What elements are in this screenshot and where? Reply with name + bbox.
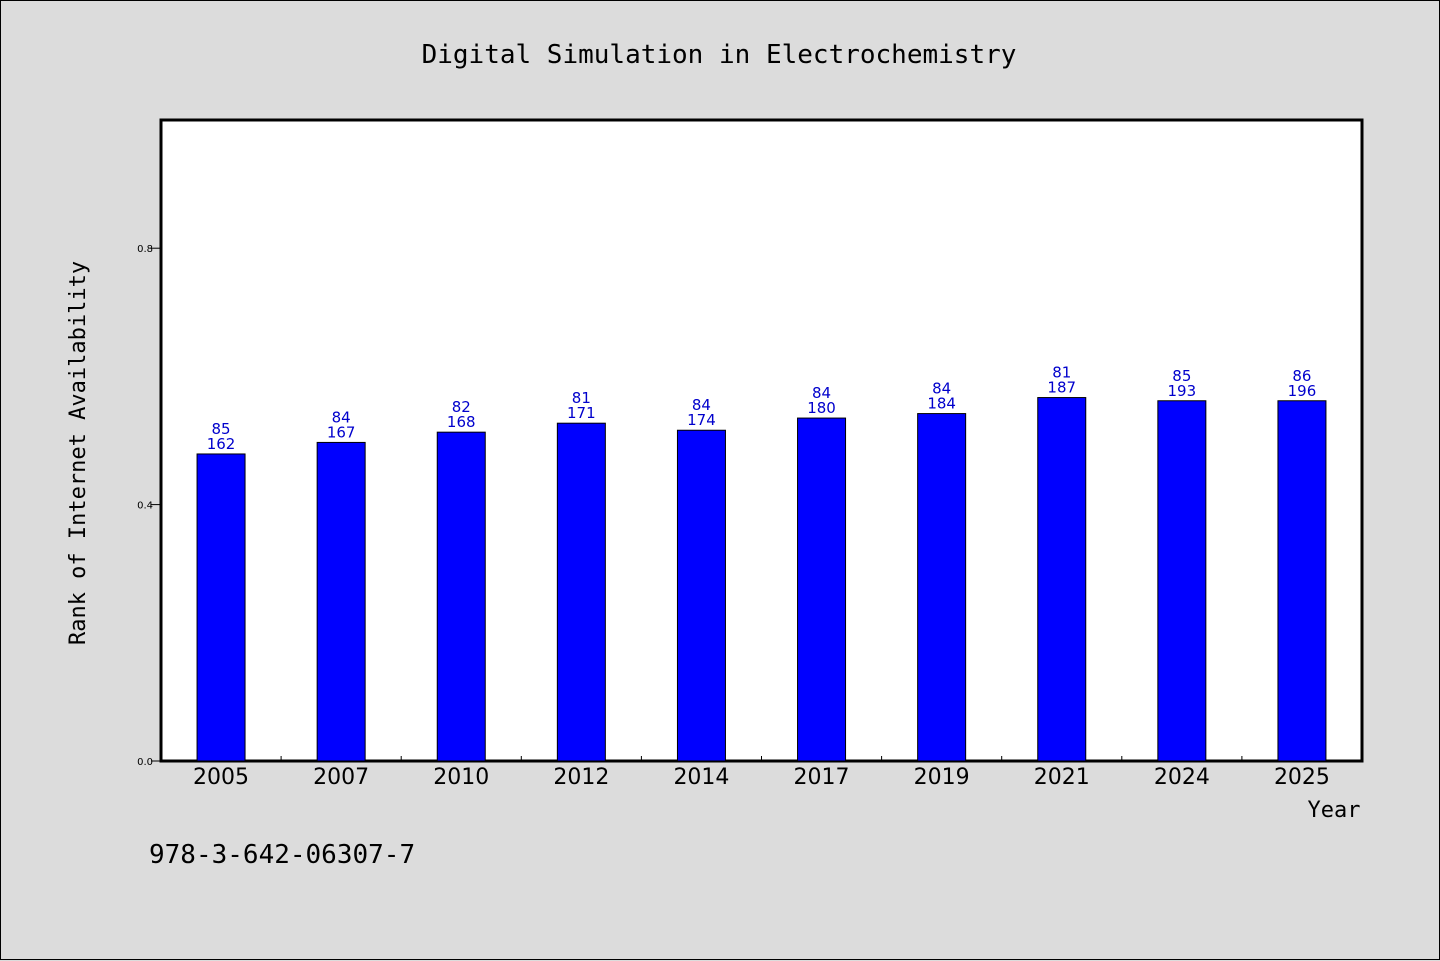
bar-2012 — [556, 422, 606, 762]
data-label-top-2012: 81 — [572, 389, 591, 407]
data-label-bottom-2021: 187 — [1047, 379, 1076, 397]
chart-title: Digital Simulation in Electrochemistry — [422, 40, 1017, 70]
x-tick-label-2010: 2010 — [433, 765, 489, 790]
bar-2021 — [1037, 397, 1087, 762]
data-label-top-2017: 84 — [812, 384, 831, 402]
bar-2005 — [196, 453, 246, 762]
bars-group — [196, 397, 1327, 762]
bar-2014 — [676, 429, 726, 762]
data-label-bottom-2019: 184 — [927, 395, 956, 413]
y-axis-label: Rank of Internet Availability — [66, 261, 91, 645]
data-label-top-2014: 84 — [692, 396, 711, 414]
y-axis-ticks: 0.0 0.4 0.8 — [137, 244, 161, 768]
x-tick-label-2024: 2024 — [1154, 765, 1210, 790]
x-tick-label-2017: 2017 — [794, 765, 850, 790]
bar-2007 — [316, 441, 366, 762]
x-tick-label-2019: 2019 — [914, 765, 970, 790]
data-label-bottom-2024: 193 — [1168, 382, 1197, 400]
data-label-bottom-2007: 167 — [327, 423, 356, 441]
bar-2017 — [797, 417, 847, 762]
x-tick-label-2005: 2005 — [193, 765, 249, 790]
bar-2025 — [1277, 400, 1327, 762]
bar-2019 — [917, 413, 967, 762]
x-axis-ticks: 2005 2007 2010 2012 2014 2017 2019 2021 2024 2025 — [193, 756, 1330, 790]
bar-2024 — [1157, 400, 1207, 762]
data-label-bottom-2005: 162 — [207, 435, 236, 453]
x-tick-label-2014: 2014 — [673, 765, 729, 790]
bar-2010 — [436, 431, 486, 762]
data-label-bottom-2017: 180 — [807, 399, 836, 417]
data-label-top-2021: 81 — [1052, 364, 1071, 382]
isbn-label: 978-3-642-06307-7 — [149, 840, 415, 870]
x-tick-label-2021: 2021 — [1034, 765, 1090, 790]
data-label-top-2007: 84 — [332, 408, 351, 426]
y-tick-label-0.8: 0.8 — [137, 244, 153, 255]
y-tick-label-0.0: 0.0 — [137, 757, 153, 768]
data-label-bottom-2012: 171 — [567, 404, 596, 422]
x-tick-label-2012: 2012 — [553, 765, 609, 790]
x-tick-label-2025: 2025 — [1274, 765, 1330, 790]
data-label-bottom-2025: 196 — [1288, 382, 1317, 400]
data-label-bottom-2014: 174 — [687, 411, 716, 429]
data-label-top-2005: 85 — [212, 420, 231, 438]
data-label-top-2024: 85 — [1172, 367, 1191, 385]
x-axis-label: Year — [1308, 798, 1361, 823]
data-label-top-2025: 86 — [1292, 367, 1311, 385]
x-tick-label-2007: 2007 — [313, 765, 369, 790]
data-label-top-2010: 82 — [452, 398, 471, 416]
data-label-top-2019: 84 — [932, 380, 951, 398]
y-tick-label-0.4: 0.4 — [137, 501, 153, 512]
data-label-bottom-2010: 168 — [447, 413, 476, 431]
